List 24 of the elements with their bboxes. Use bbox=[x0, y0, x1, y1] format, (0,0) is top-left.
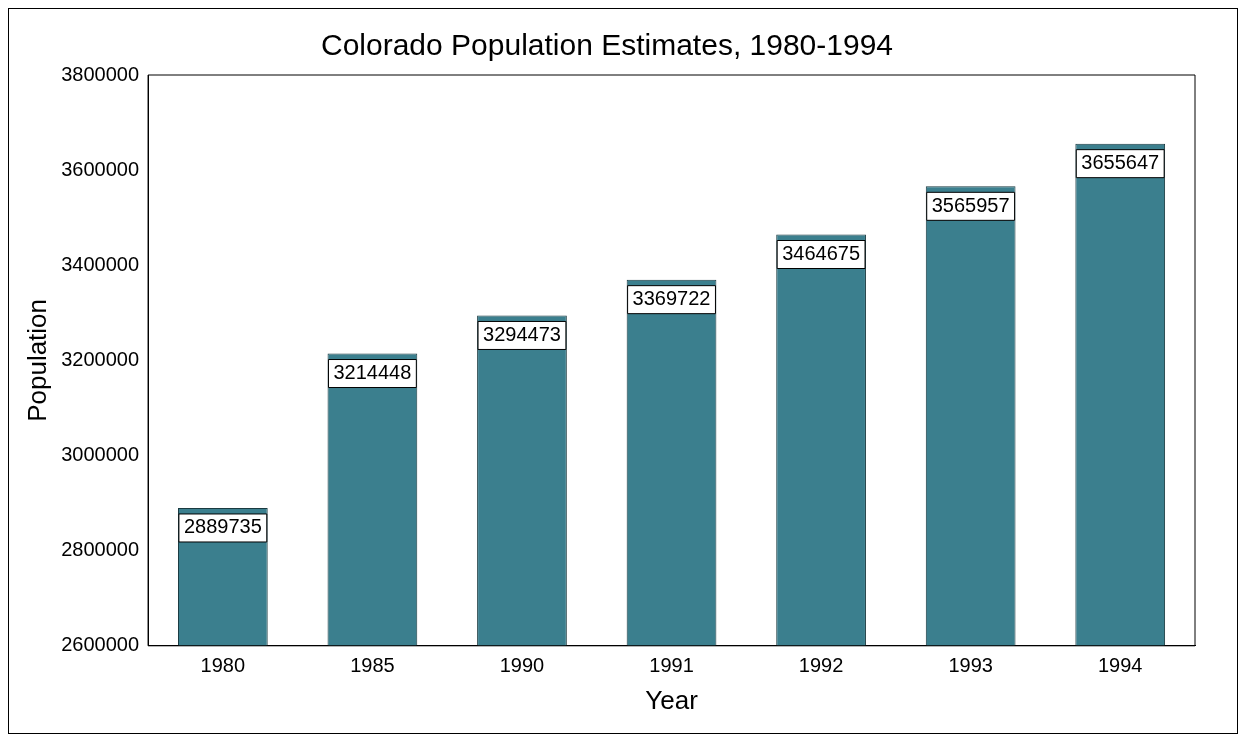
x-tick-label: 1993 bbox=[948, 654, 993, 677]
y-tick-label: 3400000 bbox=[61, 252, 140, 275]
data-label: 3294473 bbox=[483, 322, 561, 345]
y-tick-label: 2600000 bbox=[61, 633, 140, 656]
data-label: 3369722 bbox=[632, 287, 711, 310]
x-tick-label: 1992 bbox=[798, 654, 844, 677]
x-tick-label: 1980 bbox=[200, 654, 246, 677]
y-tick-label: 2800000 bbox=[61, 538, 140, 561]
x-tick-label: 1990 bbox=[499, 654, 545, 677]
data-label: 3214448 bbox=[333, 361, 412, 384]
x-tick-label: 1991 bbox=[649, 654, 694, 677]
x-tick-label: 1994 bbox=[1097, 654, 1143, 677]
chart-title: Colorado Population Estimates, 1980-1994 bbox=[320, 28, 894, 62]
data-label: 3464675 bbox=[782, 242, 861, 265]
y-tick-label: 3000000 bbox=[61, 443, 140, 466]
data-label: 2889735 bbox=[183, 515, 262, 538]
y-tick-label: 3600000 bbox=[61, 157, 140, 180]
data-label: 3655647 bbox=[1081, 151, 1160, 174]
x-tick-label: 1985 bbox=[350, 654, 395, 677]
y-tick-label: 3800000 bbox=[61, 62, 140, 85]
data-label: 3565957 bbox=[931, 193, 1010, 216]
y-tick-label: 3200000 bbox=[61, 347, 140, 370]
y-axis-title: Population bbox=[21, 298, 52, 422]
x-axis-title: Year bbox=[645, 684, 699, 715]
